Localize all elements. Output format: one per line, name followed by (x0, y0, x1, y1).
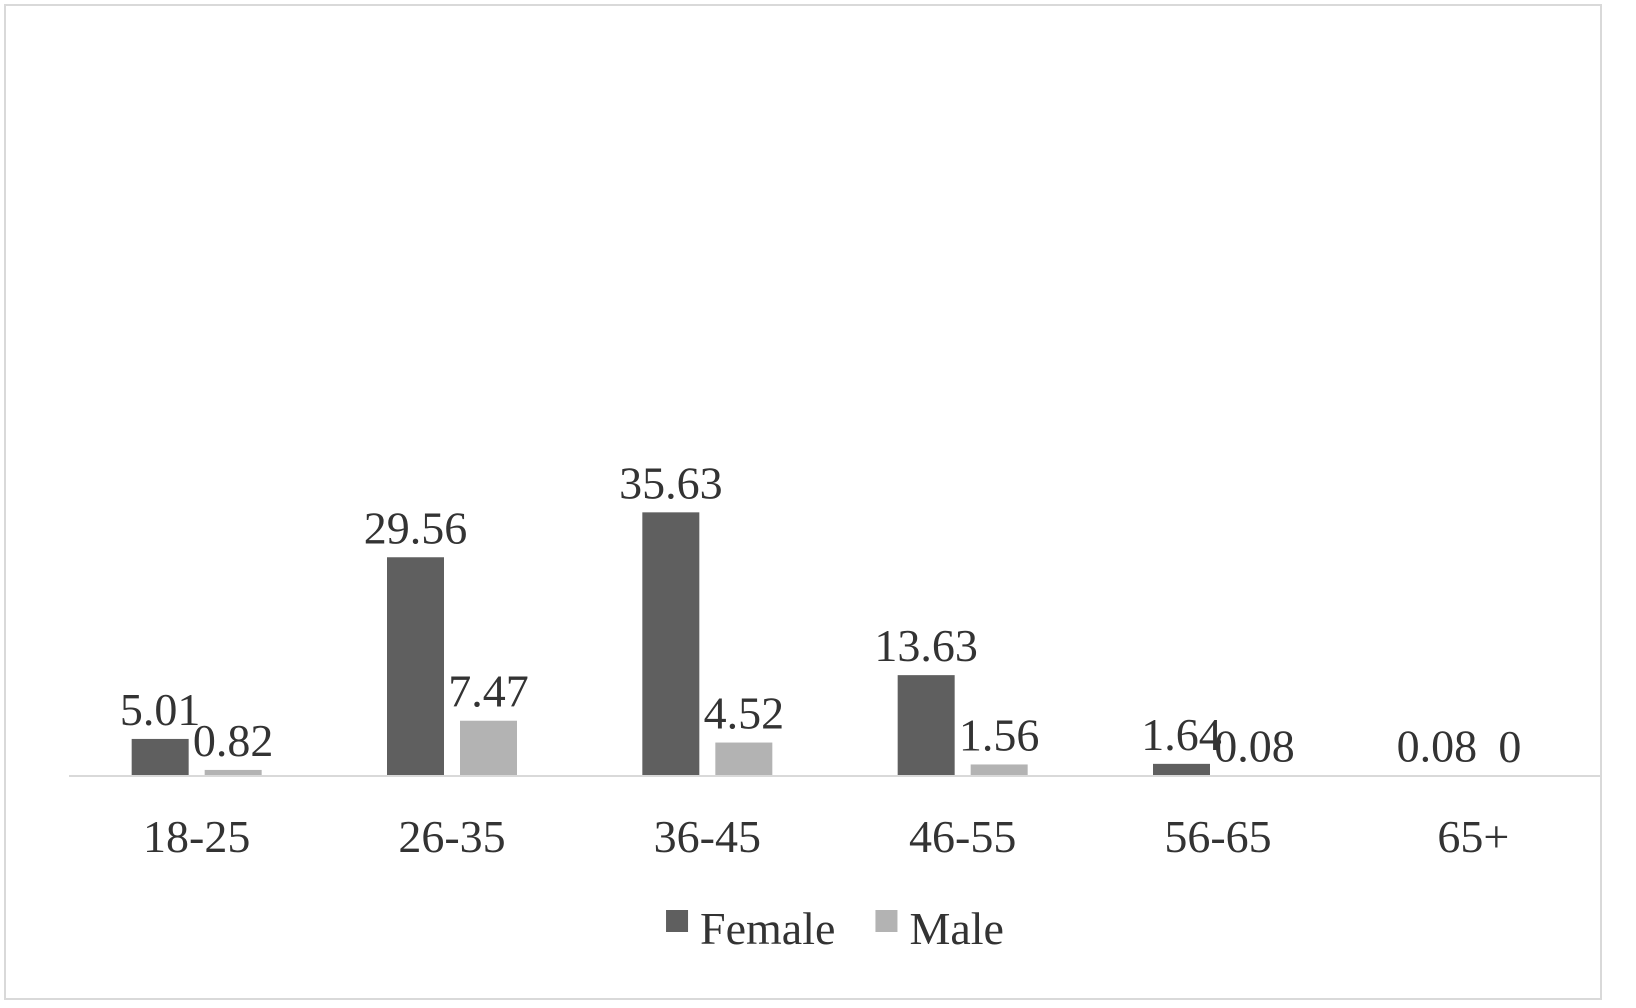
x-tick-label-36-45: 36-45 (654, 811, 761, 862)
bar-female-56-65 (1153, 763, 1210, 776)
bar-female-18-25 (131, 738, 189, 776)
x-tick-label-18-25: 18-25 (143, 811, 250, 862)
bar-male-18-25 (204, 769, 262, 776)
x-tick-label-56-65: 56-65 (1164, 811, 1271, 862)
data-label-female-56-65: 1.64 (1141, 709, 1222, 760)
x-tick-label-65+: 65+ (1437, 811, 1509, 862)
legend: Female Male (666, 903, 1004, 954)
legend-label-female: Female (700, 903, 835, 954)
data-label-male-26-35: 7.47 (448, 666, 529, 717)
data-label-male-46-55: 1.56 (959, 709, 1040, 760)
data-label-male-65+: 0 (1498, 721, 1521, 772)
data-label-female-65+: 0.08 (1397, 720, 1478, 771)
legend-label-male: Male (909, 903, 1004, 954)
data-label-female-26-35: 29.56 (364, 502, 468, 553)
data-label-female-46-55: 13.63 (874, 620, 978, 671)
bar-female-26-35 (387, 557, 444, 776)
data-label-male-36-45: 4.52 (704, 688, 785, 739)
bar-male-46-55 (970, 764, 1028, 776)
bar-female-36-45 (642, 512, 700, 776)
data-label-male-56-65: 0.08 (1214, 720, 1295, 771)
data-label-male-18-25: 0.82 (193, 715, 274, 766)
chart-frame (4, 4, 1602, 1000)
bar-male-36-45 (715, 742, 773, 776)
legend-swatch-male (875, 910, 898, 932)
x-tick-label-26-35: 26-35 (398, 811, 505, 862)
x-tick-labels: 18-25 26-35 36-45 46-55 56-65 65+ (143, 811, 1509, 862)
data-label-female-18-25: 5.01 (120, 684, 201, 735)
bar-female-46-55 (897, 675, 955, 776)
legend-swatch-female (666, 910, 689, 932)
bar-male-26-35 (460, 720, 517, 776)
bars-layer (131, 512, 1466, 776)
data-label-female-36-45: 35.63 (619, 457, 723, 508)
x-tick-label-46-55: 46-55 (909, 811, 1016, 862)
